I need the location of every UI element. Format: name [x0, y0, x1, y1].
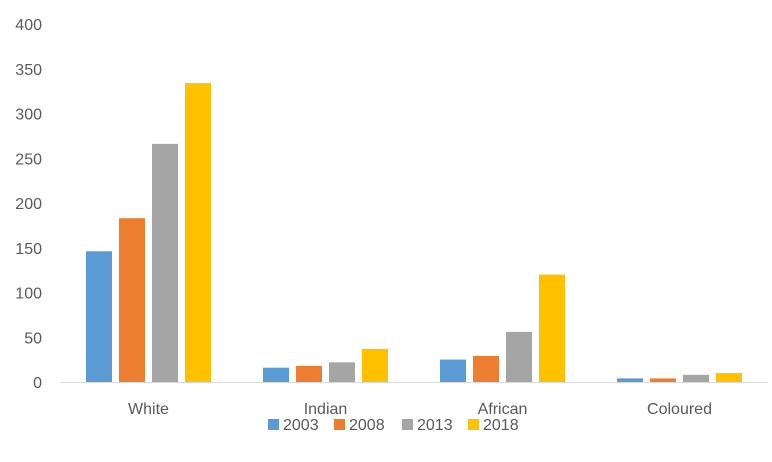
bar-2013-coloured	[683, 374, 709, 382]
bars	[86, 83, 742, 382]
y-tick-label: 350	[15, 62, 42, 79]
bar-2008-white	[119, 218, 145, 382]
y-tick-label: 0	[33, 375, 42, 392]
y-tick-label: 50	[24, 330, 42, 347]
y-axis-ticks: 0 50 100 150 200 250 300 350 400	[15, 17, 42, 392]
bar-2018-indian	[362, 348, 388, 382]
bar-2003-indian	[263, 367, 289, 382]
y-tick-label: 200	[15, 196, 42, 213]
y-tick-label: 150	[15, 241, 42, 258]
legend: 2003 2008 2013 2018	[268, 417, 519, 434]
bar-2003-african	[440, 359, 466, 382]
y-tick-label: 300	[15, 107, 42, 124]
legend-swatch-2018	[468, 419, 479, 430]
bar-2008-african	[473, 356, 499, 382]
bar-2013-african	[506, 331, 532, 382]
category-label: Coloured	[647, 401, 712, 418]
legend-label: 2013	[417, 417, 453, 434]
bar-2008-coloured	[650, 378, 676, 382]
legend-swatch-2013	[402, 419, 413, 430]
category-label: African	[478, 401, 528, 418]
legend-swatch-2003	[268, 419, 279, 430]
category-label: White	[128, 401, 169, 418]
legend-label: 2018	[483, 417, 519, 434]
y-tick-label: 250	[15, 151, 42, 168]
bar-2013-white	[152, 143, 178, 382]
category-labels: White Indian African Coloured	[128, 401, 712, 418]
y-tick-label: 100	[15, 286, 42, 303]
legend-swatch-2008	[334, 419, 345, 430]
bar-2003-white	[86, 251, 112, 382]
legend-label: 2003	[283, 417, 319, 434]
category-label: Indian	[304, 401, 348, 418]
bar-2018-african	[539, 274, 565, 382]
bar-2013-indian	[329, 362, 355, 382]
bar-2018-white	[185, 83, 211, 382]
bar-2018-coloured	[716, 373, 742, 382]
bar-2008-indian	[296, 365, 322, 382]
legend-label: 2008	[349, 417, 385, 434]
y-tick-label: 400	[15, 17, 42, 34]
bar-2003-coloured	[617, 378, 643, 382]
